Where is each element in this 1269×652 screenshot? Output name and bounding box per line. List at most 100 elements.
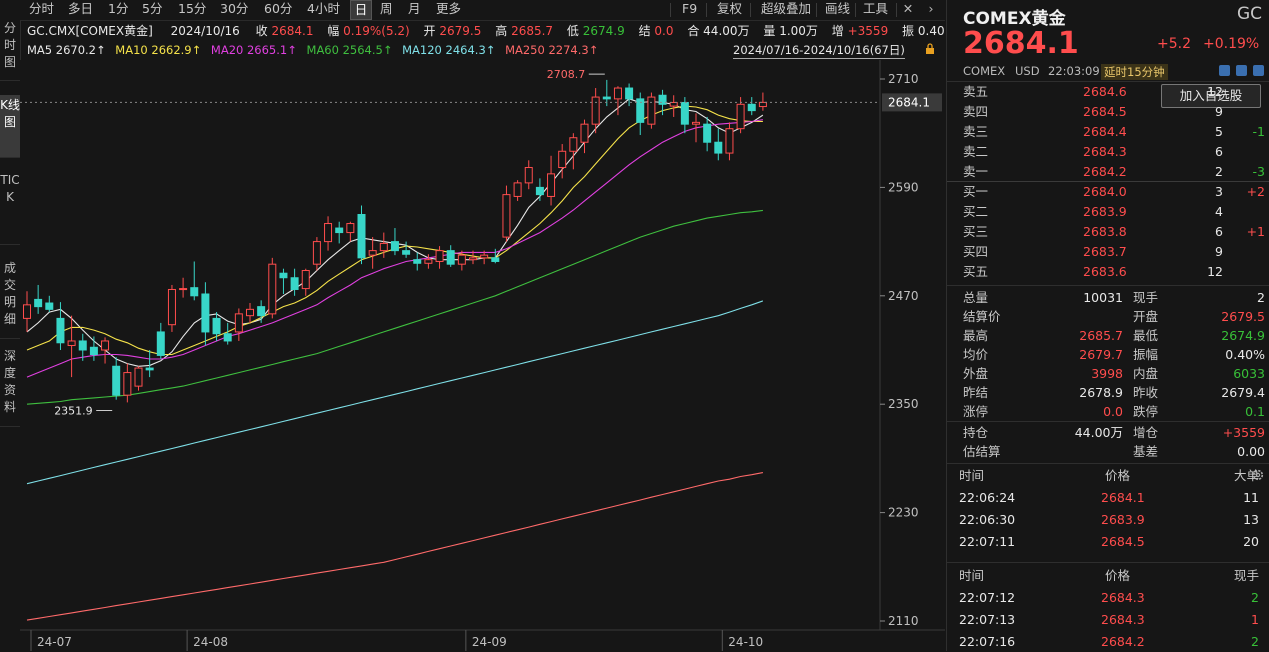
period-tab[interactable]: 4小时 <box>307 1 340 16</box>
bid-row[interactable]: 买四 2683.7 9 <box>963 242 1265 262</box>
stat-value: 2674.9 <box>1221 328 1265 343</box>
toolbar-divider <box>896 3 897 17</box>
stat-value: 0.1 <box>1245 404 1265 419</box>
stat-value: 2679.4 <box>1221 385 1265 400</box>
open-label: 开 <box>423 24 436 38</box>
toolbar-divider <box>855 3 856 17</box>
stat-value: 6033 <box>1233 366 1265 381</box>
high-label: 高 <box>495 24 508 38</box>
f9-button[interactable]: F9 <box>682 1 698 16</box>
ask-row[interactable]: 卖三 2684.4 5 -1 <box>963 122 1265 142</box>
divider <box>947 285 1269 286</box>
candle-body <box>34 298 43 308</box>
range-value: 0.19%(5.2) <box>343 24 410 38</box>
low-value: 2674.9 <box>582 24 625 38</box>
tab-trade-detail[interactable]: 成交明细 <box>0 258 20 339</box>
tab-time-share[interactable]: 分时图 <box>0 18 20 81</box>
level-volume: 9 <box>1215 244 1223 259</box>
tab-depth-data[interactable]: 深度资料 <box>0 346 20 427</box>
candle-body <box>234 313 243 333</box>
period-tab[interactable]: 60分 <box>264 1 293 16</box>
settings-icon[interactable] <box>1253 65 1264 76</box>
ma-legend: MA5 2670.2↑ MA10 2662.9↑ MA20 2665.1↑ MA… <box>27 42 598 58</box>
bell-icon[interactable] <box>1236 65 1247 76</box>
price-change: +5.2 <box>1157 36 1191 52</box>
candle-body <box>357 214 366 259</box>
exchange-label: COMEX <box>963 64 1006 78</box>
kline-chart[interactable]: 2710 2590 2470 2350 2230 2110 24-07 24-08 24-09 2… <box>20 60 945 651</box>
tools-button[interactable]: 工具 <box>863 1 889 16</box>
period-tab[interactable]: 月 <box>408 1 421 16</box>
ask-row[interactable]: 卖二 2684.3 6 <box>963 142 1265 162</box>
candle-body <box>613 87 622 100</box>
stat-value: 0.0 <box>1103 404 1123 419</box>
level-price: 2684.2 <box>1083 164 1127 179</box>
stats-row: 最高 2685.7 最低 2674.9 <box>963 326 1265 345</box>
candle-body <box>692 121 700 125</box>
high-annotation: 2708.7 <box>547 68 586 81</box>
ma5-legend: MA5 2670.2↑ <box>27 43 106 57</box>
period-tab[interactable]: 5分 <box>142 1 163 16</box>
adjust-button[interactable]: 复权 <box>717 1 743 16</box>
ask-row[interactable]: 卖五 2684.6 12 <box>963 82 1265 102</box>
stat-label: 增仓 <box>1133 425 1159 440</box>
stat-label: 昨结 <box>963 385 989 400</box>
level-volume: 5 <box>1215 124 1223 139</box>
stat-label: 结算价 <box>963 309 1001 324</box>
period-tab[interactable]: 周 <box>380 1 393 16</box>
divider <box>947 421 1269 422</box>
stat-label: 最低 <box>1133 328 1159 343</box>
row-price: 2684.1 <box>1101 490 1145 505</box>
candle-body <box>379 242 388 252</box>
ask-row[interactable]: 卖一 2684.2 2 -3 <box>963 162 1265 182</box>
ma60-legend: MA60 2564.5↑ <box>306 43 393 57</box>
chevron-right-icon[interactable]: › <box>928 1 934 16</box>
candle-body <box>246 308 254 317</box>
stat-value: 2 <box>1257 290 1265 305</box>
row-price: 2684.5 <box>1101 534 1145 549</box>
add-watchlist-button[interactable]: 加入自选股 <box>1161 84 1261 108</box>
stats-row: 估结算 基差 0.00 <box>963 442 1265 461</box>
level-price: 2684.6 <box>1083 84 1127 99</box>
divider <box>947 562 1269 563</box>
level-price: 2683.6 <box>1083 264 1127 279</box>
gear-icon[interactable] <box>1251 468 1265 482</box>
period-tab[interactable]: 1分 <box>108 1 129 16</box>
period-tab[interactable]: 30分 <box>220 1 249 16</box>
y-tick-label: 2110 <box>888 614 919 628</box>
ask-row[interactable]: 卖四 2684.5 9 <box>963 102 1265 122</box>
close-icon[interactable]: ✕ <box>902 1 914 16</box>
tab-tick[interactable]: TICK <box>0 170 20 245</box>
table-header: 时间 价格 现手 <box>959 566 1261 586</box>
candle-body <box>257 306 266 317</box>
bid-row[interactable]: 买三 2683.8 6 +1 <box>963 222 1265 242</box>
divider <box>947 81 1269 82</box>
amplitude-value: 0.40 <box>917 24 945 38</box>
period-tab-day[interactable]: 日 <box>350 0 372 20</box>
period-tab[interactable]: 15分 <box>178 1 207 16</box>
stat-label: 涨停 <box>963 404 989 419</box>
bid-row[interactable]: 买五 2683.6 12 <box>963 262 1265 282</box>
period-tab[interactable]: 分时 <box>29 1 55 16</box>
candle-body <box>502 194 511 238</box>
candle-body <box>290 277 299 290</box>
period-tab-more[interactable]: 更多 <box>436 1 462 16</box>
lock-icon[interactable] <box>925 43 935 54</box>
overlay-button[interactable]: 超级叠加 <box>761 1 812 16</box>
draw-line-button[interactable]: 画线 <box>825 1 851 16</box>
date-range-label[interactable]: 2024/07/16-2024/10/16(67日) <box>733 43 905 59</box>
level-change: -3 <box>1252 164 1265 179</box>
stats-row: 均价 2679.7 振幅 0.40% <box>963 345 1265 364</box>
bid-row[interactable]: 买二 2683.9 4 <box>963 202 1265 222</box>
instrument-code: GC <box>1237 4 1263 24</box>
edit-icon[interactable] <box>1219 65 1230 76</box>
candle-body <box>736 103 745 130</box>
bid-row[interactable]: 买一 2684.0 3 +2 <box>963 182 1265 202</box>
candle-body <box>268 263 277 315</box>
tab-kline[interactable]: K线图 <box>0 95 20 158</box>
period-tab[interactable]: 多日 <box>68 1 94 16</box>
stat-value: 2678.9 <box>1079 385 1123 400</box>
level-volume: 6 <box>1215 144 1223 159</box>
candle-body <box>112 365 121 396</box>
last-price: 2684.1 <box>963 26 1079 61</box>
